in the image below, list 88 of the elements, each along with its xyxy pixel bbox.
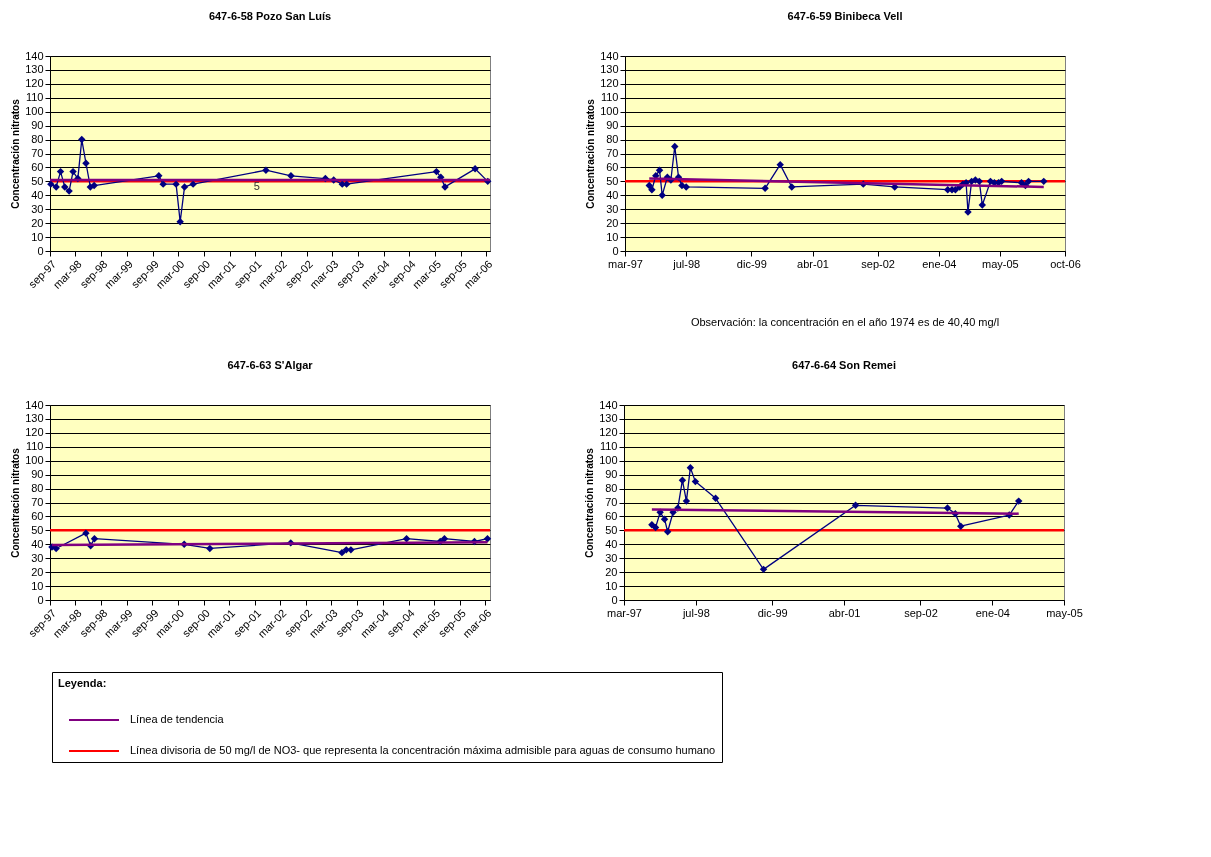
y-tick-label: 110 bbox=[25, 91, 44, 104]
y-tick-label: 90 bbox=[31, 468, 44, 481]
y-tick-label: 80 bbox=[31, 482, 44, 495]
y-tick-label: 70 bbox=[31, 147, 44, 159]
y-tick-label: 130 bbox=[25, 412, 44, 425]
y-tick-label: 50 bbox=[605, 523, 618, 536]
y-tick-label: 90 bbox=[606, 119, 619, 132]
y-tick-label: 30 bbox=[606, 202, 619, 215]
y-axis-title: Concentración nitratos bbox=[10, 447, 22, 558]
y-tick-label: 40 bbox=[606, 188, 619, 201]
y-tick-label: 10 bbox=[31, 579, 44, 592]
y-tick-label: 100 bbox=[25, 105, 44, 118]
x-tick-label: jul-98 bbox=[681, 606, 710, 619]
legend-label: Línea de tendencia bbox=[130, 713, 225, 725]
y-tick-label: 0 bbox=[37, 244, 44, 257]
y-tick-label: 10 bbox=[31, 230, 44, 243]
y-tick-label: 70 bbox=[605, 496, 618, 508]
chart-title: 647-6-63 S'Algar bbox=[227, 359, 314, 371]
y-tick-label: 130 bbox=[600, 63, 619, 76]
y-tick-label: 140 bbox=[25, 49, 44, 62]
y-tick-label: 140 bbox=[25, 398, 44, 411]
y-tick-label: 50 bbox=[31, 174, 44, 187]
x-tick-label: abr-01 bbox=[828, 606, 861, 619]
x-tick-label: sep-02 bbox=[861, 257, 895, 270]
y-tick-label: 20 bbox=[31, 565, 44, 578]
chart-title: 647-6-59 Binibeca Vell bbox=[787, 10, 903, 22]
y-tick-label: 0 bbox=[611, 593, 618, 606]
y-tick-label: 20 bbox=[31, 216, 44, 229]
y-axis-title: Concentración nitratos bbox=[584, 447, 596, 558]
y-tick-label: 50 bbox=[606, 174, 619, 187]
y-tick-label: 30 bbox=[31, 551, 44, 564]
y-tick-label: 120 bbox=[25, 426, 44, 439]
x-tick-label: abr-01 bbox=[797, 257, 829, 270]
y-tick-label: 80 bbox=[605, 482, 618, 495]
y-tick-label: 120 bbox=[600, 77, 619, 90]
y-tick-label: 0 bbox=[37, 593, 44, 606]
y-tick-label: 30 bbox=[605, 551, 618, 564]
x-tick-label: sep-02 bbox=[904, 606, 938, 619]
x-tick-label: dic-99 bbox=[757, 606, 788, 619]
y-tick-label: 60 bbox=[31, 509, 44, 522]
y-tick-label: 50 bbox=[31, 523, 44, 536]
legend-title: Leyenda: bbox=[58, 677, 107, 689]
y-tick-label: 130 bbox=[599, 412, 618, 425]
chart-title: 647-6-58 Pozo San Luís bbox=[208, 10, 332, 22]
y-tick-label: 100 bbox=[25, 454, 44, 467]
y-tick-label: 40 bbox=[31, 188, 44, 201]
y-tick-label: 40 bbox=[605, 537, 618, 550]
annotation: 5 bbox=[253, 179, 260, 192]
x-tick-label: oct-06 bbox=[1050, 257, 1081, 270]
x-tick-label: may-05 bbox=[982, 257, 1019, 270]
text: Observación: la concentración en el año 1974 es de 40,40 mg/l bbox=[690, 316, 1000, 328]
y-axis-title: Concentración nitratos bbox=[585, 98, 597, 209]
x-tick-label: jul-98 bbox=[672, 257, 701, 270]
y-axis-title: Concentración nitratos bbox=[10, 98, 22, 209]
y-tick-label: 60 bbox=[31, 160, 44, 173]
x-tick-label: mar-97 bbox=[607, 606, 642, 619]
y-tick-label: 110 bbox=[25, 440, 44, 453]
y-tick-label: 100 bbox=[599, 454, 618, 467]
y-tick-label: 0 bbox=[612, 244, 619, 257]
y-tick-label: 120 bbox=[599, 426, 618, 439]
y-tick-label: 120 bbox=[25, 77, 44, 90]
y-tick-label: 70 bbox=[31, 496, 44, 508]
y-tick-label: 40 bbox=[31, 537, 44, 550]
y-tick-label: 100 bbox=[600, 105, 619, 118]
y-tick-label: 20 bbox=[606, 216, 619, 229]
y-tick-label: 130 bbox=[25, 63, 44, 76]
y-tick-label: 110 bbox=[600, 91, 619, 104]
y-tick-label: 80 bbox=[606, 133, 619, 146]
x-tick-label: may-05 bbox=[1046, 606, 1083, 619]
y-tick-label: 60 bbox=[606, 160, 619, 173]
y-tick-label: 80 bbox=[31, 133, 44, 146]
x-tick-label: mar-97 bbox=[608, 257, 643, 270]
y-tick-label: 20 bbox=[605, 565, 618, 578]
x-tick-label: ene-04 bbox=[922, 257, 957, 270]
y-tick-label: 10 bbox=[606, 230, 619, 243]
y-tick-label: 70 bbox=[606, 147, 619, 159]
y-tick-label: 90 bbox=[605, 468, 618, 481]
y-tick-label: 110 bbox=[599, 440, 618, 453]
y-tick-label: 10 bbox=[605, 579, 618, 592]
y-tick-label: 140 bbox=[599, 398, 618, 411]
y-tick-label: 30 bbox=[31, 202, 44, 215]
x-tick-label: ene-04 bbox=[975, 606, 1010, 619]
x-tick-label: dic-99 bbox=[736, 257, 767, 270]
y-tick-label: 140 bbox=[600, 49, 619, 62]
chart-title: 647-6-64 Son Remei bbox=[792, 359, 896, 371]
y-tick-label: 90 bbox=[31, 119, 44, 132]
y-tick-label: 60 bbox=[605, 509, 618, 522]
legend-label: Línea divisoria de 50 mg/l de NO3- que representa la concentración máxima admisible para aguas de consumo humano bbox=[130, 744, 716, 756]
